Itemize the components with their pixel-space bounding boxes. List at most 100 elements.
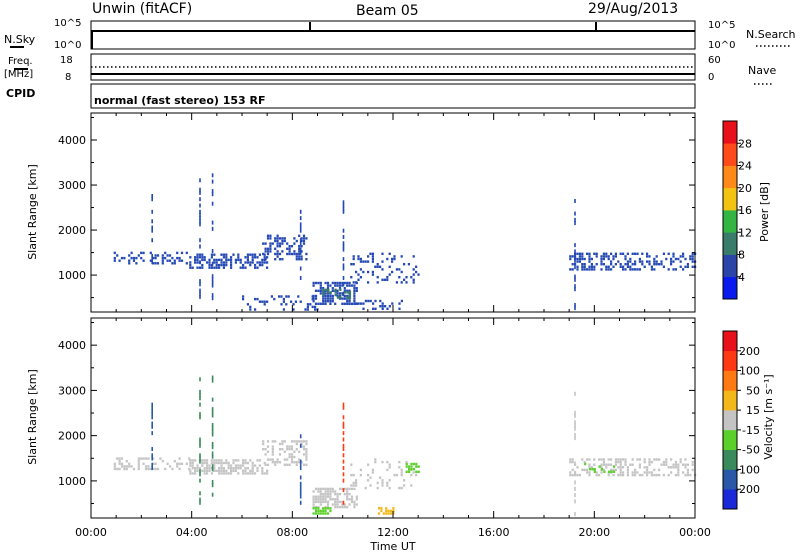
power-cell — [371, 255, 374, 258]
velocity-cell — [338, 492, 342, 496]
power-cell — [264, 247, 267, 250]
velocity-cell — [118, 457, 121, 460]
velocity-streak-0 — [151, 412, 153, 417]
velocity-cell — [283, 450, 286, 453]
power-streak-2 — [211, 296, 214, 301]
power-cell — [686, 265, 689, 268]
velocity-cell — [137, 465, 140, 468]
power-cell — [249, 253, 252, 256]
power-cell — [292, 308, 295, 311]
power-cell — [319, 289, 322, 292]
power-cell — [326, 297, 330, 300]
power-cell — [590, 263, 593, 266]
velocity-cell — [246, 461, 249, 465]
velocity-cell — [353, 503, 356, 506]
velocity-cell — [189, 464, 192, 467]
velocity-cell — [571, 460, 574, 464]
velocity-streak-4 — [342, 459, 345, 464]
power-streak-1 — [199, 244, 201, 249]
power-region-3 — [312, 281, 358, 305]
power-cell — [264, 242, 267, 245]
nsearch-tick-bottom: 10^0 — [708, 40, 735, 51]
velocity-cell — [329, 487, 332, 491]
power-cell — [355, 270, 358, 274]
power-cell — [350, 276, 353, 279]
power-cell — [593, 268, 596, 271]
power-cell — [622, 252, 625, 255]
power-cell — [251, 256, 254, 259]
velocity-cell — [624, 463, 627, 466]
power-cell — [631, 263, 634, 266]
power-cell — [612, 265, 615, 268]
power-cell — [290, 300, 293, 303]
power-cell — [403, 278, 406, 281]
velocity-cell — [329, 490, 332, 493]
velocity-cell — [588, 473, 591, 477]
velocity-cell — [312, 507, 315, 510]
power-cell — [128, 259, 131, 262]
velocity-cell — [338, 487, 342, 491]
power-cell — [254, 308, 257, 311]
power-cell — [412, 281, 415, 284]
velocity-streak-1 — [199, 389, 201, 394]
velocity-cell — [123, 465, 126, 468]
velocity-streak-5 — [574, 480, 576, 485]
velocity-cell — [602, 458, 605, 461]
power-cell — [266, 300, 269, 303]
velocity-streak-1 — [199, 440, 201, 445]
velocity-cell — [626, 468, 629, 472]
power-cell — [281, 258, 284, 261]
velocity-cell — [201, 459, 204, 462]
power-cell — [276, 252, 279, 256]
power-cell — [353, 284, 356, 287]
power-cell — [600, 268, 603, 271]
power-cell — [314, 294, 318, 298]
power-streak-4 — [342, 235, 345, 239]
power-streak-1 — [199, 279, 201, 284]
power-cell — [281, 242, 284, 245]
power-streak-5 — [574, 243, 576, 248]
power-cell — [619, 252, 622, 255]
power-cell — [298, 255, 301, 258]
velocity-cell — [600, 471, 603, 474]
power-cell — [588, 260, 591, 263]
velocity-cell — [346, 495, 349, 498]
power-cell — [655, 263, 658, 266]
power-streak-4 — [342, 247, 345, 252]
power-cell — [254, 266, 257, 269]
velocity-streak-2 — [211, 375, 214, 380]
velocity-streak-5 — [574, 470, 576, 475]
velocity-cell — [317, 505, 320, 509]
velocity-cell — [398, 466, 401, 469]
velocity-cell — [188, 457, 191, 460]
velocity-streak-4 — [342, 424, 345, 429]
velocity-cell — [348, 492, 351, 496]
velocity-cell — [670, 458, 673, 461]
power-cell — [239, 261, 242, 264]
velocity-cell — [619, 463, 622, 466]
velocity-cell — [147, 467, 150, 471]
power-streak-2 — [211, 293, 214, 298]
velocity-cell — [312, 498, 315, 501]
power-cell — [249, 263, 252, 267]
velocity-cell — [405, 462, 408, 466]
power-cell — [261, 300, 264, 303]
power-cell — [607, 255, 610, 258]
velocity-cell — [244, 469, 247, 472]
velocity-cell — [293, 450, 296, 453]
velocity-cell — [298, 440, 301, 443]
power-cell — [350, 302, 354, 305]
power-cell — [269, 242, 272, 245]
velocity-colorbar-swatch — [723, 331, 737, 352]
velocity-cell — [225, 469, 228, 472]
velocity-streak-3 — [299, 494, 302, 499]
power-cell — [359, 260, 362, 263]
power-cell — [605, 268, 608, 271]
velocity-streak-5 — [574, 512, 576, 517]
velocity-cell — [176, 465, 179, 468]
velocity-streak-3 — [299, 466, 302, 470]
velocity-cell — [262, 442, 265, 446]
velocity-region-3 — [312, 487, 358, 509]
power-cell — [271, 242, 274, 245]
power-cell — [142, 259, 145, 262]
